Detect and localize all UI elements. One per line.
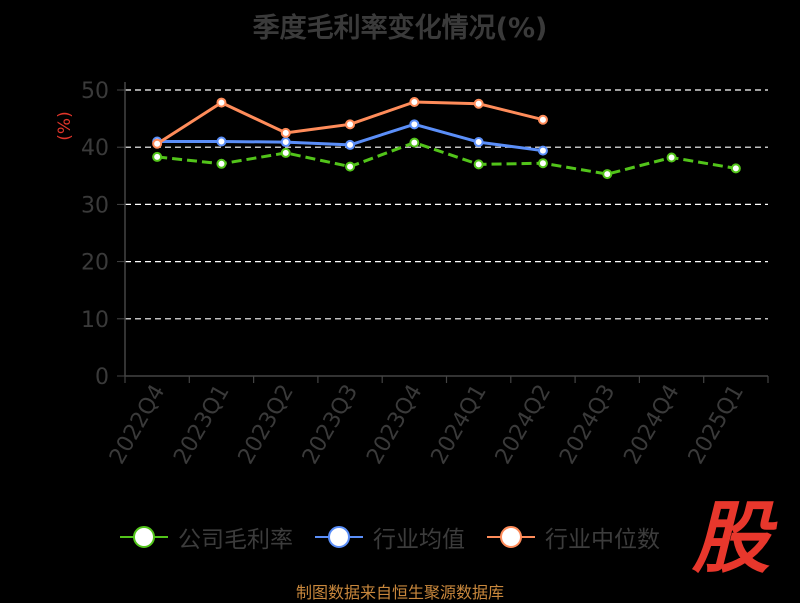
data-point-0 [537,158,548,169]
data-point-0 [409,137,420,148]
data-point-0 [666,152,677,163]
x-tick-label: 2024Q1 [427,381,492,469]
data-point-2 [473,98,484,109]
x-tick-label: 2022Q4 [105,381,170,469]
y-tick-label: 40 [81,136,109,161]
legend: 公司毛利率 行业均值 行业中位数 [120,521,660,553]
legend-marker-company [120,526,168,548]
data-point-0 [473,159,484,170]
data-point-0 [730,163,741,174]
data-point-0 [345,161,356,172]
y-tick-label: 10 [81,308,109,333]
x-tick-label: 2024Q3 [555,381,620,469]
y-tick-label: 0 [95,365,109,390]
x-tick-label: 2024Q2 [491,381,556,469]
chart-title: 季度毛利率变化情况(%) [252,13,548,44]
data-point-2 [537,114,548,125]
x-tick-label: 2023Q3 [298,381,363,469]
data-point-1 [280,137,291,148]
legend-item-company[interactable]: 公司毛利率 [120,520,293,554]
data-point-2 [152,138,163,149]
data-source-note: 制图数据来自恒生聚源数据库 [295,583,504,602]
x-tick-label: 2024Q4 [619,381,684,469]
brand-logo: 股 [692,494,771,584]
data-point-2 [409,97,420,108]
data-point-1 [345,139,356,150]
y-tick-label: 50 [81,79,109,104]
x-tick-label: 2023Q4 [362,381,427,469]
x-tick-label: 2023Q2 [234,381,299,469]
y-tick-label: 30 [81,193,109,218]
data-point-1 [537,145,548,156]
y-axis-title: (%) [55,111,75,140]
data-point-2 [280,127,291,138]
legend-item-industry-mean[interactable]: 行业均值 [315,520,465,554]
x-tick-label: 2025Q1 [684,381,749,469]
legend-marker-industry-median [487,526,535,548]
legend-item-industry-median[interactable]: 行业中位数 [487,520,660,554]
x-tick-label: 2023Q1 [169,381,234,469]
legend-marker-industry-mean [315,526,363,548]
data-point-1 [473,137,484,148]
data-point-0 [216,158,227,169]
legend-label-industry-median: 行业中位数 [545,527,660,553]
data-point-2 [216,97,227,108]
data-point-1 [216,136,227,147]
legend-label-company: 公司毛利率 [178,527,293,553]
data-point-0 [152,151,163,162]
legend-label-industry-mean: 行业均值 [373,527,465,553]
data-point-1 [409,119,420,130]
data-point-0 [280,147,291,158]
data-point-0 [602,169,613,180]
data-point-2 [345,119,356,130]
series-line-0 [157,141,737,176]
y-tick-label: 20 [81,251,109,276]
